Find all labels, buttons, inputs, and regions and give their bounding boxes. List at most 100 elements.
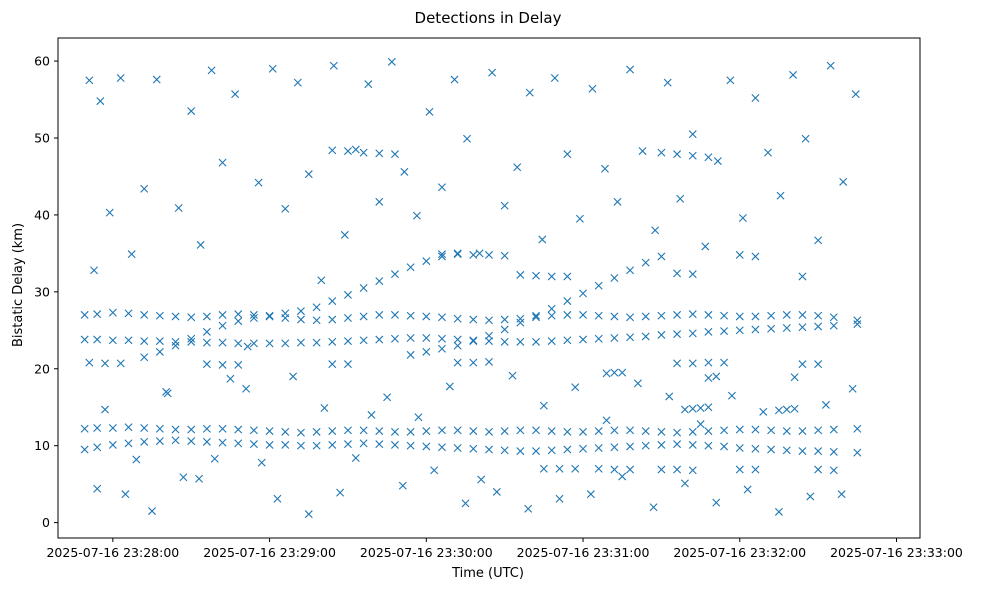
data-point [234,360,243,369]
data-point [696,404,705,412]
data-point [782,446,791,455]
x-axis: 2025-07-16 23:28:00 2025-07-16 23:29:00 20… [46,538,963,560]
data-point [148,507,157,516]
data-point [359,148,368,157]
series-segment-21 [85,357,823,369]
data-point [763,148,772,157]
data-point [704,403,713,412]
data-point [594,444,603,452]
data-point [720,358,729,367]
data-point [390,440,399,449]
data-point [469,250,478,259]
data-point [688,151,697,160]
data-point [563,272,572,281]
data-point [743,485,752,494]
data-point [641,441,650,450]
data-point [187,313,196,322]
data-point [720,426,729,435]
data-point [853,316,862,325]
data-point [367,410,376,419]
data-point [485,427,493,436]
data-point [751,444,760,453]
data-point [289,372,298,381]
series-track-d [80,436,862,457]
data-point [477,475,486,484]
data-point [453,250,462,259]
data-point [532,311,541,320]
data-point [776,191,785,200]
data-point [343,360,352,369]
data-point [485,316,493,325]
data-point [547,311,556,320]
data-point [93,310,102,319]
data-point [80,445,89,454]
data-point [328,337,337,346]
series-segment-19 [602,368,721,382]
data-point [437,334,446,343]
data-point [814,360,823,369]
data-point [727,391,736,400]
data-point [453,341,462,350]
data-point [196,240,205,249]
data-point [351,145,360,154]
data-point [273,494,282,503]
data-point [390,270,399,279]
data-point [218,360,227,369]
data-point [610,274,619,282]
data-point [613,197,622,206]
data-point [422,312,431,321]
series-segment-7 [539,464,838,475]
data-point [782,405,791,414]
data-point [826,61,835,70]
data-point [359,312,368,321]
y-tick-label: 0 [42,515,50,530]
data-point [641,332,650,341]
data-point [579,335,588,344]
data-point [296,307,305,316]
data-point [829,447,838,456]
data-point [720,311,729,320]
data-point [140,437,149,446]
data-point [312,316,321,325]
data-point [853,448,862,457]
data-point [579,444,588,453]
data-point [453,358,462,367]
data-point [422,347,431,356]
data-point [500,315,509,324]
data-point [179,473,188,482]
data-point [422,442,431,451]
data-point [140,184,149,193]
data-point [359,336,368,345]
data-point [532,426,541,435]
data-point [296,338,305,347]
data-point [814,322,823,331]
data-point [108,424,117,432]
data-point [328,440,337,449]
data-point [390,150,399,159]
data-point [430,466,439,475]
data-point [453,444,462,452]
data-point [218,321,227,330]
data-point [124,309,133,318]
data-point [265,339,274,348]
data-point [759,407,768,416]
y-tick-label: 60 [34,54,50,69]
data-point [187,437,196,446]
data-point [738,214,747,222]
y-tick-label: 50 [34,131,50,146]
data-point [798,310,807,319]
data-point [790,404,799,413]
data-point [751,325,760,334]
data-point [243,342,252,351]
data-point [532,447,541,456]
data-point [688,427,697,436]
data-point [657,427,666,436]
data-point [249,339,258,348]
data-point [218,438,227,447]
data-point [174,204,183,212]
data-point [492,487,501,496]
data-point [571,383,580,392]
data-point [296,315,305,324]
data-point [340,230,349,239]
data-point [851,90,860,99]
